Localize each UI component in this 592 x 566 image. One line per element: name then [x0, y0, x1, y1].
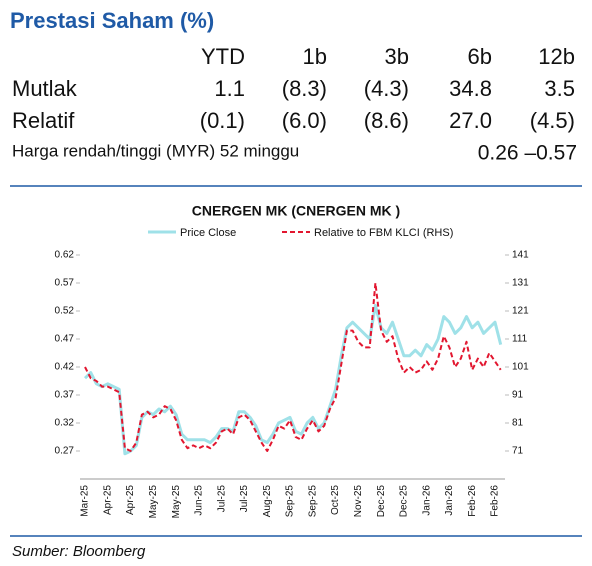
x-tick-label: Jul-25 — [239, 485, 250, 513]
x-tick-label: Jun-25 — [194, 485, 205, 516]
x-tick-label: Sep-25 — [307, 485, 318, 518]
x-tick-label: Jul-25 — [216, 485, 227, 513]
y2-tick-label: 111 — [512, 334, 528, 345]
cell: (6.0) — [282, 108, 327, 133]
column-header: YTD — [201, 44, 245, 69]
column-header: 6b — [468, 44, 492, 69]
column-header: 12b — [538, 44, 575, 69]
x-tick-label: Apr-25 — [102, 485, 113, 515]
cell: (4.3) — [364, 76, 409, 101]
series-line — [83, 303, 503, 456]
chart-title: CNERGEN MK (CNERGEN MK ) — [192, 203, 400, 219]
x-tick-label: Jan-26 — [421, 485, 432, 516]
y2-tick-label: 141 — [512, 250, 529, 261]
y2-tick-label: 71 — [512, 446, 524, 457]
cell: (8.6) — [364, 108, 409, 133]
y-tick-label: 0.32 — [55, 418, 75, 429]
cell: 3.5 — [544, 76, 575, 101]
x-tick-label: Dec-25 — [376, 485, 387, 518]
column-header: 1b — [303, 44, 327, 69]
legend-label: Price Close — [180, 227, 236, 239]
cell: (0.1) — [200, 108, 245, 133]
cell: 1.1 — [214, 76, 245, 101]
y2-tick-label: 121 — [512, 306, 529, 317]
cell: 27.0 — [449, 108, 492, 133]
range-label: Harga rendah/tinggi (MYR) 52 minggu — [12, 141, 299, 160]
row-label: Mutlak — [12, 76, 78, 101]
x-tick-label: Aug-25 — [262, 485, 273, 518]
y-tick-label: 0.52 — [55, 306, 75, 317]
source: Sumber: Bloomberg — [12, 543, 146, 560]
series-line — [84, 282, 502, 452]
y-tick-label: 0.62 — [55, 250, 75, 261]
y-tick-label: 0.42 — [55, 362, 75, 373]
x-tick-label: Apr-25 — [125, 485, 136, 515]
cell: (8.3) — [282, 76, 327, 101]
x-tick-label: Oct-25 — [330, 485, 341, 515]
legend-label: Relative to FBM KLCI (RHS) — [314, 227, 453, 239]
x-tick-label: Nov-25 — [353, 485, 364, 518]
range-value: 0.26 –0.57 — [478, 142, 577, 165]
y2-tick-label: 101 — [512, 362, 529, 373]
x-tick-label: Dec-25 — [399, 485, 410, 518]
x-tick-label: Mar-25 — [80, 485, 91, 517]
y2-tick-label: 131 — [512, 278, 529, 289]
y-tick-label: 0.57 — [55, 278, 75, 289]
x-tick-label: May-25 — [148, 485, 159, 519]
x-tick-label: May-25 — [171, 485, 182, 519]
cell: (4.5) — [530, 108, 575, 133]
title: Prestasi Saham (%) — [10, 8, 214, 33]
cell: 34.8 — [449, 76, 492, 101]
y-tick-label: 0.27 — [55, 446, 75, 457]
x-tick-label: Sep-25 — [285, 485, 296, 518]
row-label: Relatif — [12, 108, 75, 133]
y2-tick-label: 81 — [512, 418, 524, 429]
y2-tick-label: 91 — [512, 390, 524, 401]
x-tick-label: Feb-26 — [467, 485, 478, 517]
x-tick-label: Jan-26 — [444, 485, 455, 516]
y-tick-label: 0.47 — [55, 334, 75, 345]
column-header: 3b — [385, 44, 409, 69]
y-tick-label: 0.37 — [55, 390, 75, 401]
x-tick-label: Feb-26 — [490, 485, 501, 517]
